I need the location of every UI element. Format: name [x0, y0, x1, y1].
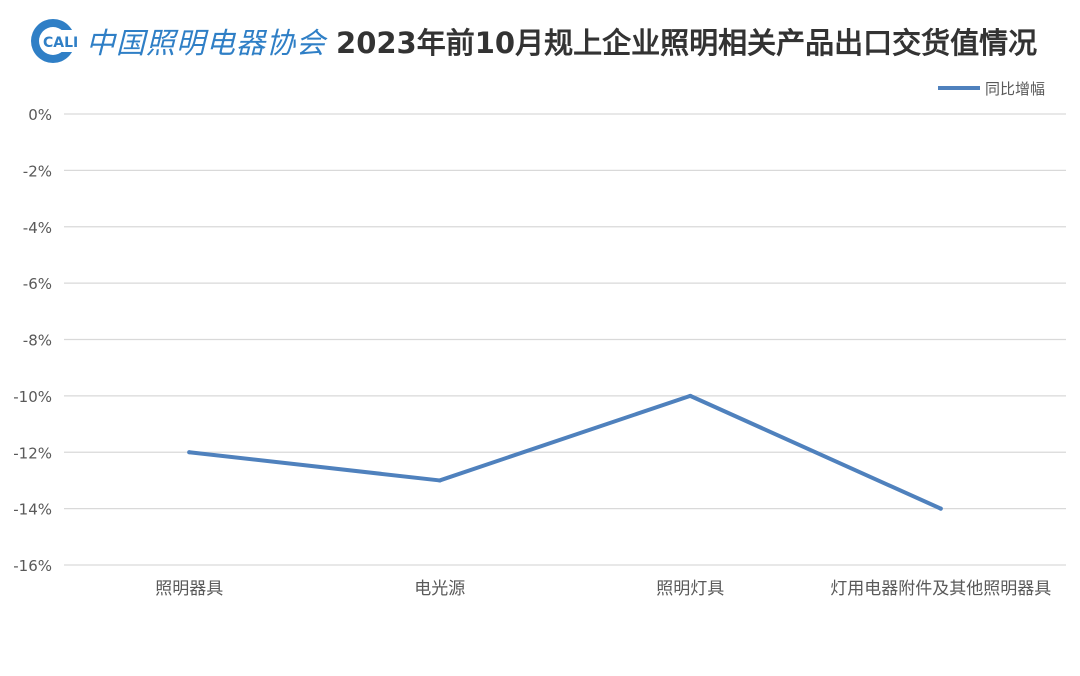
org-name: 中国照明电器协会 [86, 26, 327, 60]
y-axis-ticks: 0% -2% -4% -6% -8% -10% -12% -14% -16% [13, 106, 52, 575]
data-point [938, 506, 943, 511]
y-tick-label: -4% [23, 219, 52, 237]
logo-text: CALI [43, 35, 78, 51]
grid-lines [64, 113, 1066, 566]
chart-title: 2023年前10月规上企业照明相关产品出口交货值情况 [336, 26, 1038, 60]
data-point [187, 450, 192, 455]
x-tick-label: 电光源 [414, 579, 465, 599]
data-point [688, 393, 693, 398]
x-tick-label: 灯用电器附件及其他照明器具 [830, 579, 1051, 599]
y-tick-label: -8% [23, 332, 52, 350]
cali-logo-icon: CALI [31, 19, 78, 63]
x-tick-label: 照明器具 [155, 579, 223, 599]
series-line [187, 393, 943, 511]
x-axis-ticks: 照明器具 电光源 照明灯具 灯用电器附件及其他照明器具 [155, 579, 1051, 599]
series-group [187, 393, 943, 511]
cali-logo: CALI [28, 16, 78, 66]
y-tick-label: -10% [13, 388, 52, 406]
x-tick-label: 照明灯具 [656, 579, 724, 599]
y-tick-label: -6% [23, 275, 52, 293]
legend: 同比增幅 [938, 80, 1045, 98]
y-tick-label: -14% [13, 501, 52, 519]
y-tick-label: -2% [23, 162, 52, 180]
y-tick-label: -16% [13, 557, 52, 575]
legend-label: 同比增幅 [985, 80, 1045, 98]
data-point [437, 478, 442, 483]
y-tick-label: -12% [13, 444, 52, 462]
y-tick-label: 0% [28, 106, 52, 124]
chart-header: CALI 中国照明电器协会 2023年前10月规上企业照明相关产品出口交货值情况 [28, 14, 1037, 68]
